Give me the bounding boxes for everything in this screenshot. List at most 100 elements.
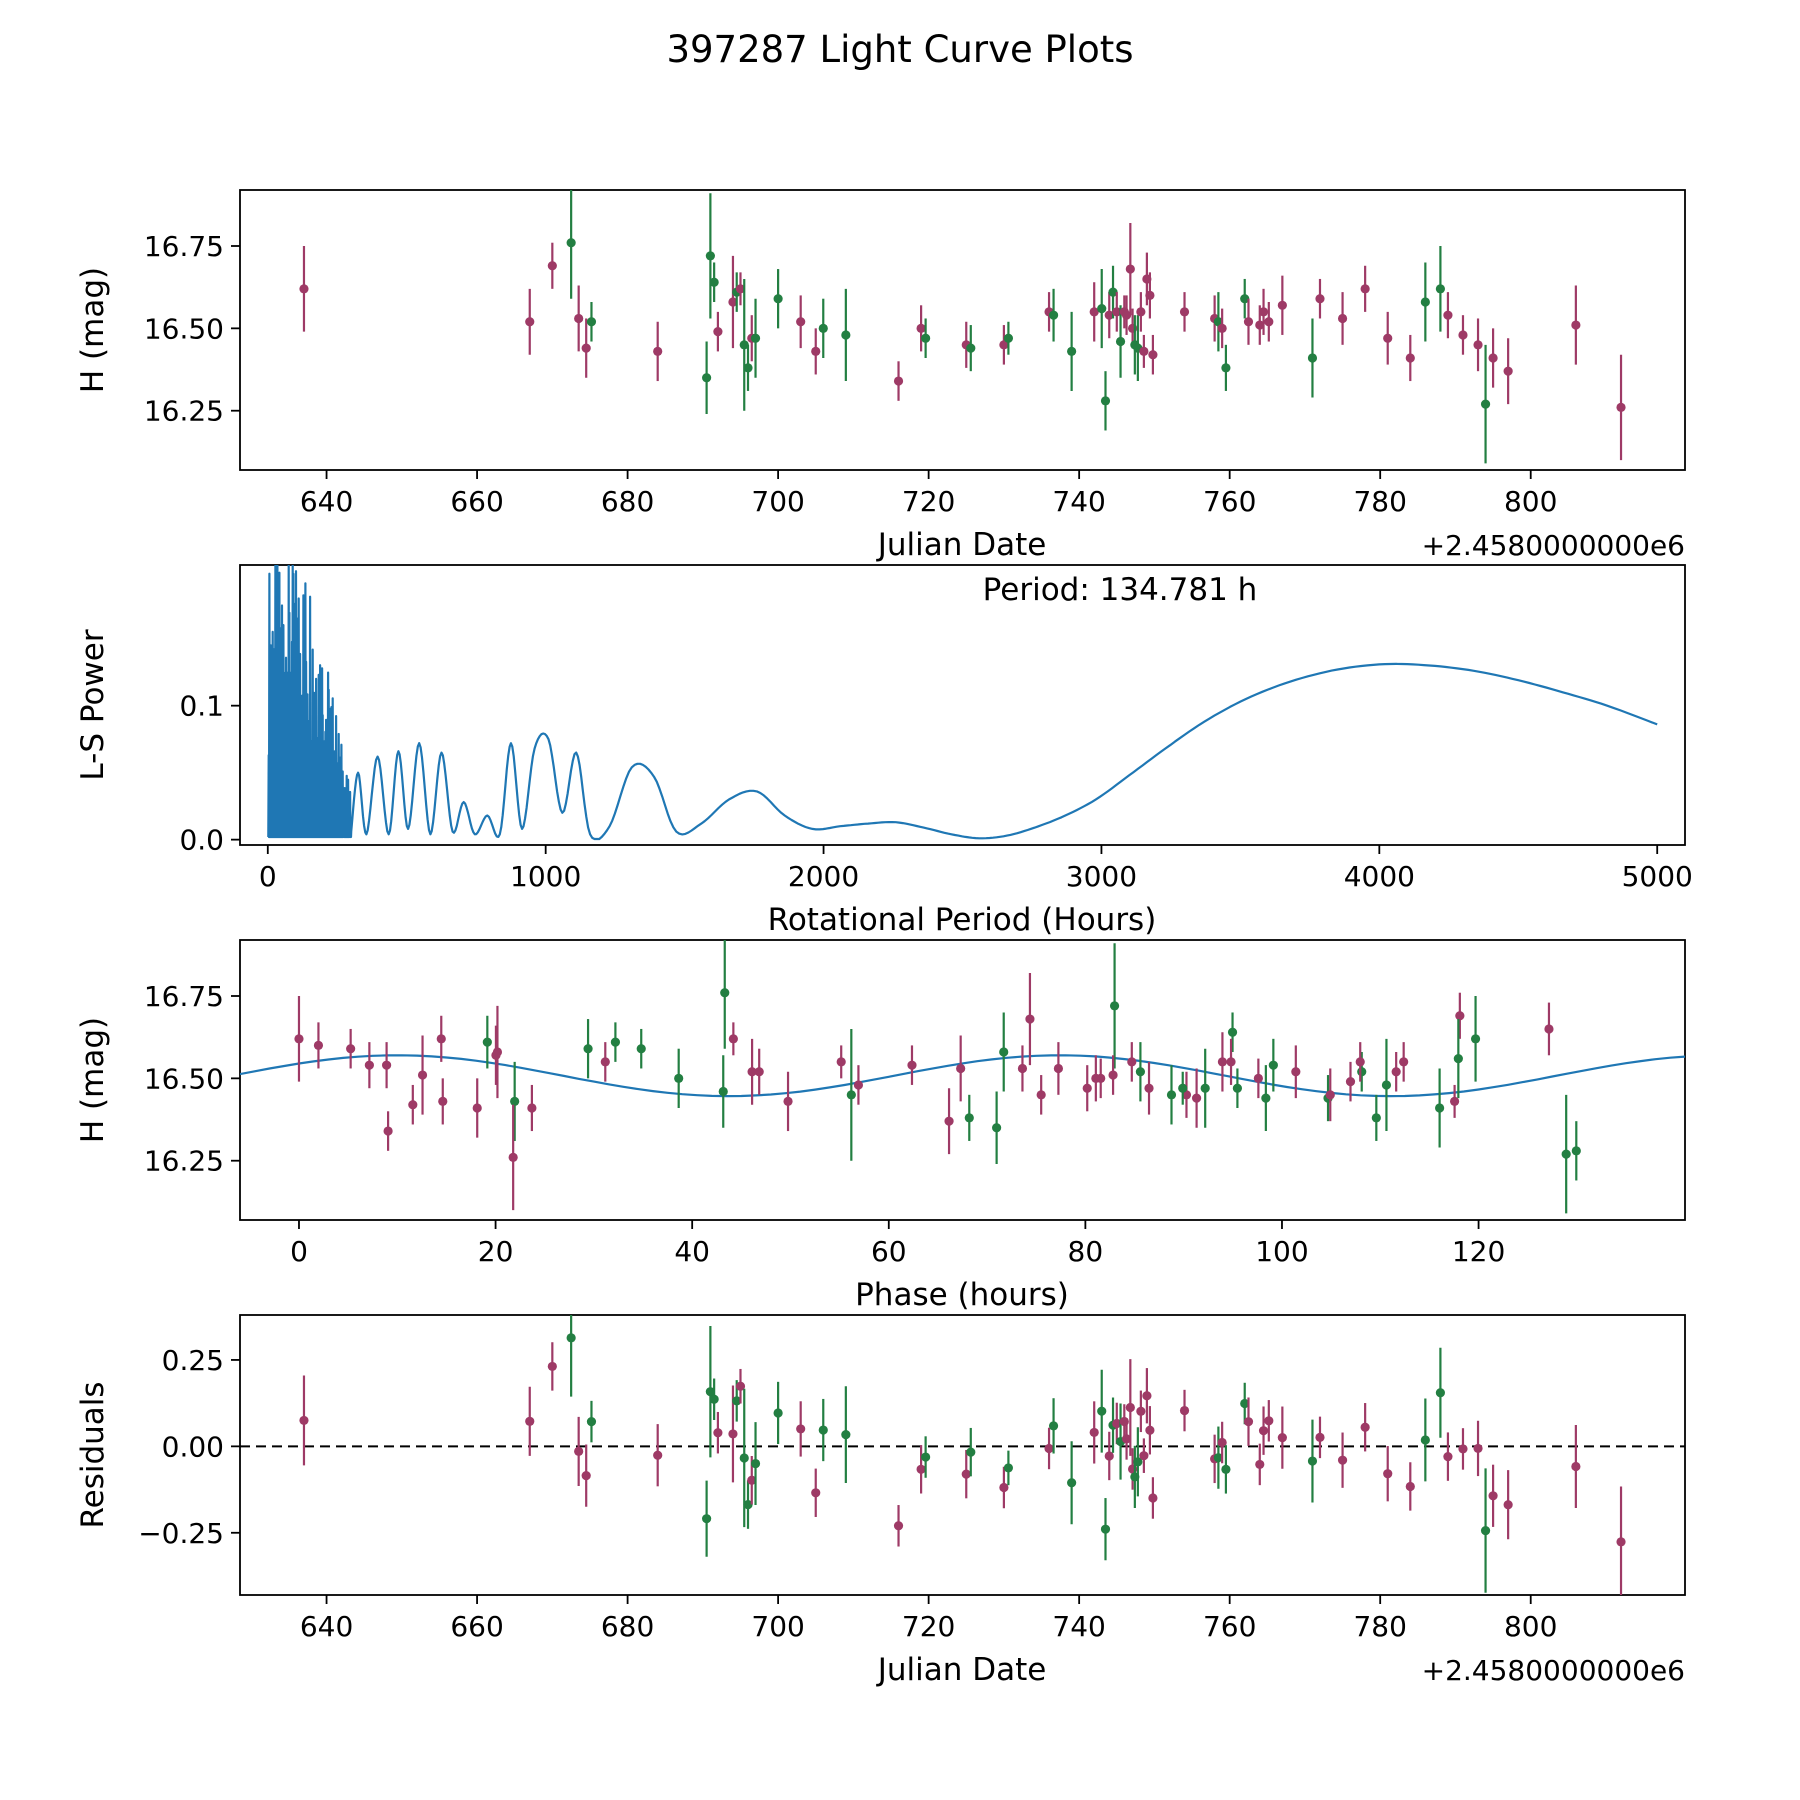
data-point — [600, 1057, 610, 1067]
periodogram-curve — [267, 565, 1658, 841]
data-point — [796, 1424, 806, 1434]
data-point — [747, 1475, 757, 1485]
data-point — [1112, 1418, 1122, 1429]
data-point — [294, 1034, 304, 1044]
data-point — [299, 284, 309, 294]
data-point — [1337, 313, 1348, 324]
data-point — [1082, 1083, 1092, 1093]
data-point — [1115, 336, 1126, 347]
data-point — [1307, 1456, 1318, 1466]
data-point — [581, 1471, 591, 1481]
data-point — [313, 1040, 324, 1051]
data-point — [1264, 1416, 1274, 1426]
y-tick-label: 0.00 — [162, 1430, 224, 1463]
x-tick-label: 640 — [300, 485, 353, 518]
data-point — [1100, 1524, 1111, 1534]
data-point — [1067, 1478, 1077, 1488]
data-point — [574, 1446, 584, 1457]
data-point — [1277, 300, 1287, 310]
y-tick-label: 16.75 — [144, 980, 224, 1013]
axes-frame — [239, 1314, 1686, 1596]
x-tick-label: 660 — [450, 1610, 503, 1643]
data-point — [811, 1488, 821, 1498]
data-point — [1125, 264, 1135, 274]
y-tick-label: 16.50 — [144, 1062, 224, 1095]
data-point — [491, 1050, 501, 1060]
data-point — [1148, 350, 1158, 360]
data-point — [586, 317, 597, 327]
data-point — [961, 1469, 971, 1479]
data-point — [1345, 1077, 1356, 1087]
data-point — [1217, 1057, 1228, 1067]
data-point — [1371, 1113, 1381, 1123]
data-point — [1616, 402, 1626, 413]
data-point — [1443, 310, 1453, 320]
xlabel-phase-folded: Phase (hours) — [855, 1277, 1069, 1313]
data-point — [1435, 284, 1446, 294]
data-point — [1121, 310, 1132, 320]
data-point — [732, 1396, 742, 1406]
data-point — [1179, 1405, 1190, 1416]
x-tick-label: 40 — [674, 1235, 710, 1268]
data-point — [718, 1086, 728, 1097]
data-point — [1383, 333, 1393, 343]
data-point — [853, 1080, 864, 1090]
y-tick-label: −0.25 — [138, 1517, 224, 1550]
data-point — [1325, 1090, 1335, 1100]
data-point — [1178, 1083, 1188, 1093]
data-point — [1144, 1083, 1154, 1093]
data-point — [1221, 363, 1231, 373]
data-point — [1097, 1406, 1107, 1416]
data-point — [893, 376, 904, 386]
data-point — [796, 317, 806, 327]
data-point — [1264, 317, 1274, 327]
data-point — [438, 1096, 448, 1107]
data-point — [1561, 1149, 1571, 1159]
data-point — [743, 363, 753, 373]
data-point — [1243, 1417, 1254, 1427]
data-point — [482, 1037, 492, 1047]
data-point — [1096, 1073, 1106, 1083]
axes-frame — [239, 939, 1686, 1221]
data-point — [1435, 1103, 1445, 1113]
data-point — [1258, 307, 1269, 317]
data-point — [1135, 1067, 1146, 1077]
x-tick-label: 800 — [1504, 485, 1557, 518]
data-point — [893, 1521, 904, 1531]
data-point — [1571, 1461, 1581, 1472]
data-point — [966, 1447, 976, 1457]
data-point — [921, 1452, 931, 1462]
data-point — [1458, 330, 1468, 340]
data-point — [1166, 1090, 1177, 1100]
axes-frame — [239, 189, 1686, 471]
x-tick-label: 660 — [450, 485, 503, 518]
x-tick-label: 20 — [478, 1235, 514, 1268]
data-point — [1108, 1070, 1118, 1080]
data-point — [1470, 1034, 1481, 1044]
x-tick-label: 3000 — [1066, 860, 1137, 893]
data-point — [547, 1361, 557, 1372]
data-point — [728, 297, 738, 307]
data-point — [1449, 1096, 1460, 1107]
x-tick-label: 1000 — [510, 860, 581, 893]
subplot-periodogram: 0 1000 2000 3000 4000 5000 0.0 0.1 — [179, 564, 1693, 893]
x-tick-label: 780 — [1353, 1610, 1406, 1643]
data-point — [1315, 294, 1325, 304]
period-annotation: Period: 134.781 h — [983, 572, 1258, 608]
data-point — [1139, 1451, 1149, 1461]
data-point — [1109, 1001, 1120, 1011]
data-point — [754, 1067, 764, 1077]
data-point — [1480, 399, 1491, 409]
data-point — [1240, 294, 1250, 304]
x-tick-label: 760 — [1203, 485, 1256, 518]
data-point — [346, 1044, 356, 1054]
y-tick-label: 16.25 — [144, 1145, 224, 1178]
data-point — [1240, 1398, 1250, 1409]
data-point — [1139, 346, 1149, 357]
data-point — [944, 1116, 954, 1126]
data-point — [472, 1103, 482, 1113]
data-point — [1307, 353, 1318, 363]
data-point — [728, 1034, 738, 1044]
